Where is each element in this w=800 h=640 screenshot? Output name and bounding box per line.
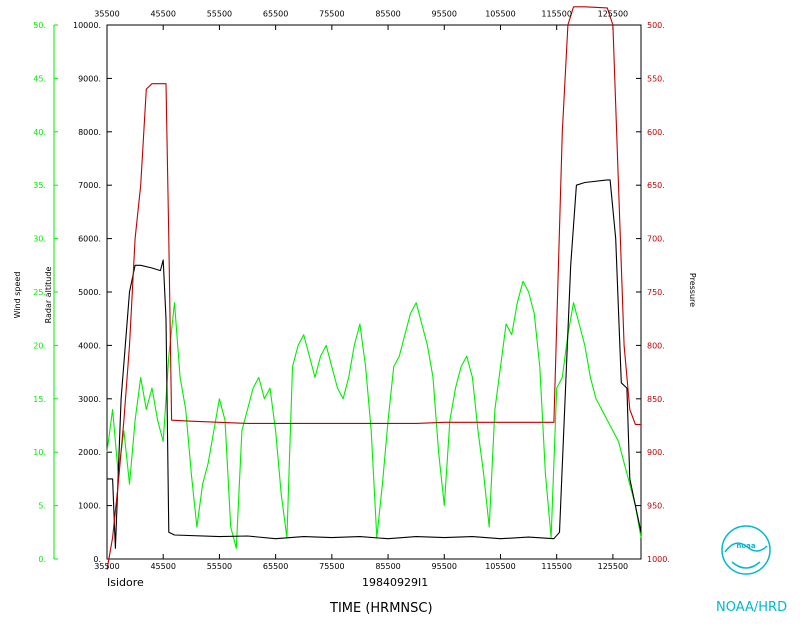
wind-tick-label: 35. (33, 181, 46, 190)
flight-id: 19840929I1 (362, 576, 428, 589)
org-label: NOAA/HRD (716, 600, 787, 615)
x-tick-label-bottom: 85500 (375, 562, 400, 571)
wind-axis-label: Wind speed (13, 272, 22, 319)
x-tick-label-top: 85500 (375, 10, 400, 19)
pressure-tick-label: 950. (647, 502, 665, 511)
x-tick-label-bottom: 65500 (263, 562, 288, 571)
pressure-tick-label: 500. (647, 21, 665, 30)
wind-tick-label: 20. (33, 341, 46, 350)
pressure-series (106, 6, 641, 570)
wind-tick-label: 50. (33, 21, 46, 30)
pressure-tick-label: 600. (647, 128, 665, 137)
altitude-axis-label: Radar altitude (44, 267, 53, 324)
alt-tick-label: 10000. (73, 21, 101, 30)
alt-tick-label: 5000. (78, 288, 101, 297)
x-tick-label-top: 45500 (150, 10, 175, 19)
x-tick-label-top: 105500 (485, 10, 516, 19)
x-tick-label-bottom: 115500 (541, 562, 572, 571)
noaa-logo-bird (731, 561, 761, 569)
wind-tick-label: 30. (33, 235, 46, 244)
wind-tick-label: 25. (33, 288, 46, 297)
alt-tick-label: 4000. (78, 341, 101, 350)
x-tick-label-bottom: 95500 (432, 562, 457, 571)
x-tick-label-top: 95500 (432, 10, 457, 19)
series-layer (106, 6, 642, 570)
alt-tick-label: 2000. (78, 448, 101, 457)
wind-tick-label: 45. (33, 74, 46, 83)
pressure-tick-label: 900. (647, 448, 665, 457)
alt-tick-label: 0. (93, 555, 101, 564)
pressure-tick-label: 700. (647, 235, 665, 244)
x-tick-label-bottom: 75500 (319, 562, 344, 571)
x-tick-label-top: 125500 (598, 10, 629, 19)
wind-tick-label: 5. (38, 502, 46, 511)
x-tick-label-bottom: 125500 (598, 562, 629, 571)
wind-tick-label: 15. (33, 395, 46, 404)
x-tick-label-top: 35500 (94, 10, 119, 19)
pressure-tick-label: 750. (647, 288, 665, 297)
x-tick-label-bottom: 105500 (485, 562, 516, 571)
x-tick-label-top: 55500 (207, 10, 232, 19)
pressure-tick-label: 650. (647, 181, 665, 190)
x-tick-label-bottom: 45500 (150, 562, 175, 571)
x-tick-label-bottom: 55500 (207, 562, 232, 571)
x-tick-label-top: 115500 (541, 10, 572, 19)
pressure-tick-label: 800. (647, 341, 665, 350)
tick-labels: 35500 35500 45500 45500 55500 55500 65500 65500… (33, 10, 670, 571)
pressure-tick-label: 1000. (647, 555, 670, 564)
tick-marks (54, 24, 641, 560)
x-axis-title: TIME (HRMNSC) (329, 601, 433, 616)
wind-speed-series (106, 280, 642, 549)
alt-tick-label: 1000. (78, 502, 101, 511)
alt-tick-label: 7000. (78, 181, 101, 190)
pressure-tick-label: 850. (647, 395, 665, 404)
alt-tick-label: 9000. (78, 74, 101, 83)
noaa-logo-wave (724, 542, 768, 553)
storm-name: Isidore (107, 576, 144, 589)
wind-tick-label: 10. (33, 448, 46, 457)
noaa-logo-text: noaa (736, 542, 756, 550)
x-tick-label-top: 75500 (319, 10, 344, 19)
alt-tick-label: 8000. (78, 128, 101, 137)
pressure-axis-label: Pressure (688, 273, 697, 307)
x-tick-label-bottom: 35500 (94, 562, 119, 571)
noaa-logo-ring (721, 525, 771, 575)
radar-altitude-series (107, 179, 642, 549)
alt-tick-label: 3000. (78, 395, 101, 404)
alt-tick-label: 6000. (78, 235, 101, 244)
x-tick-label-top: 65500 (263, 10, 288, 19)
noaa-logo: noaa (721, 525, 771, 575)
wind-tick-label: 40. (33, 128, 46, 137)
pressure-tick-label: 550. (647, 74, 665, 83)
wind-tick-label: 0. (38, 555, 46, 564)
